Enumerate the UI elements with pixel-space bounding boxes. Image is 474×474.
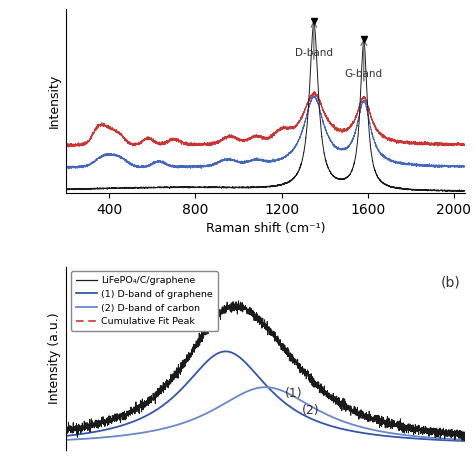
Text: (2): (2)	[302, 404, 320, 417]
Y-axis label: Intensity (a.u.): Intensity (a.u.)	[48, 313, 61, 404]
Text: G-band: G-band	[345, 70, 383, 80]
Text: (1): (1)	[285, 387, 303, 400]
Text: (b): (b)	[441, 276, 460, 290]
Y-axis label: Intensity: Intensity	[48, 74, 61, 128]
Text: D-band: D-band	[295, 47, 333, 57]
X-axis label: Raman shift (cm⁻¹): Raman shift (cm⁻¹)	[206, 222, 325, 236]
Legend: LiFePO₄/C/graphene, (1) D-band of graphene, (2) D-band of carbon, Cumulative Fit: LiFePO₄/C/graphene, (1) D-band of graphe…	[71, 271, 218, 331]
